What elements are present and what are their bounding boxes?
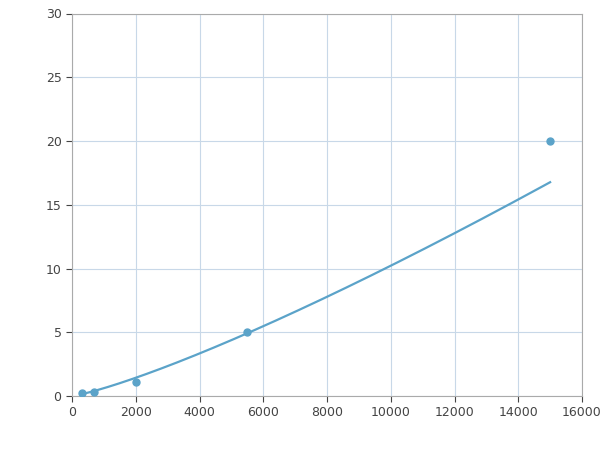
Point [77,390,86,397]
Point [545,137,555,144]
Point [89,388,99,396]
Point [242,328,252,336]
Point [131,378,140,386]
